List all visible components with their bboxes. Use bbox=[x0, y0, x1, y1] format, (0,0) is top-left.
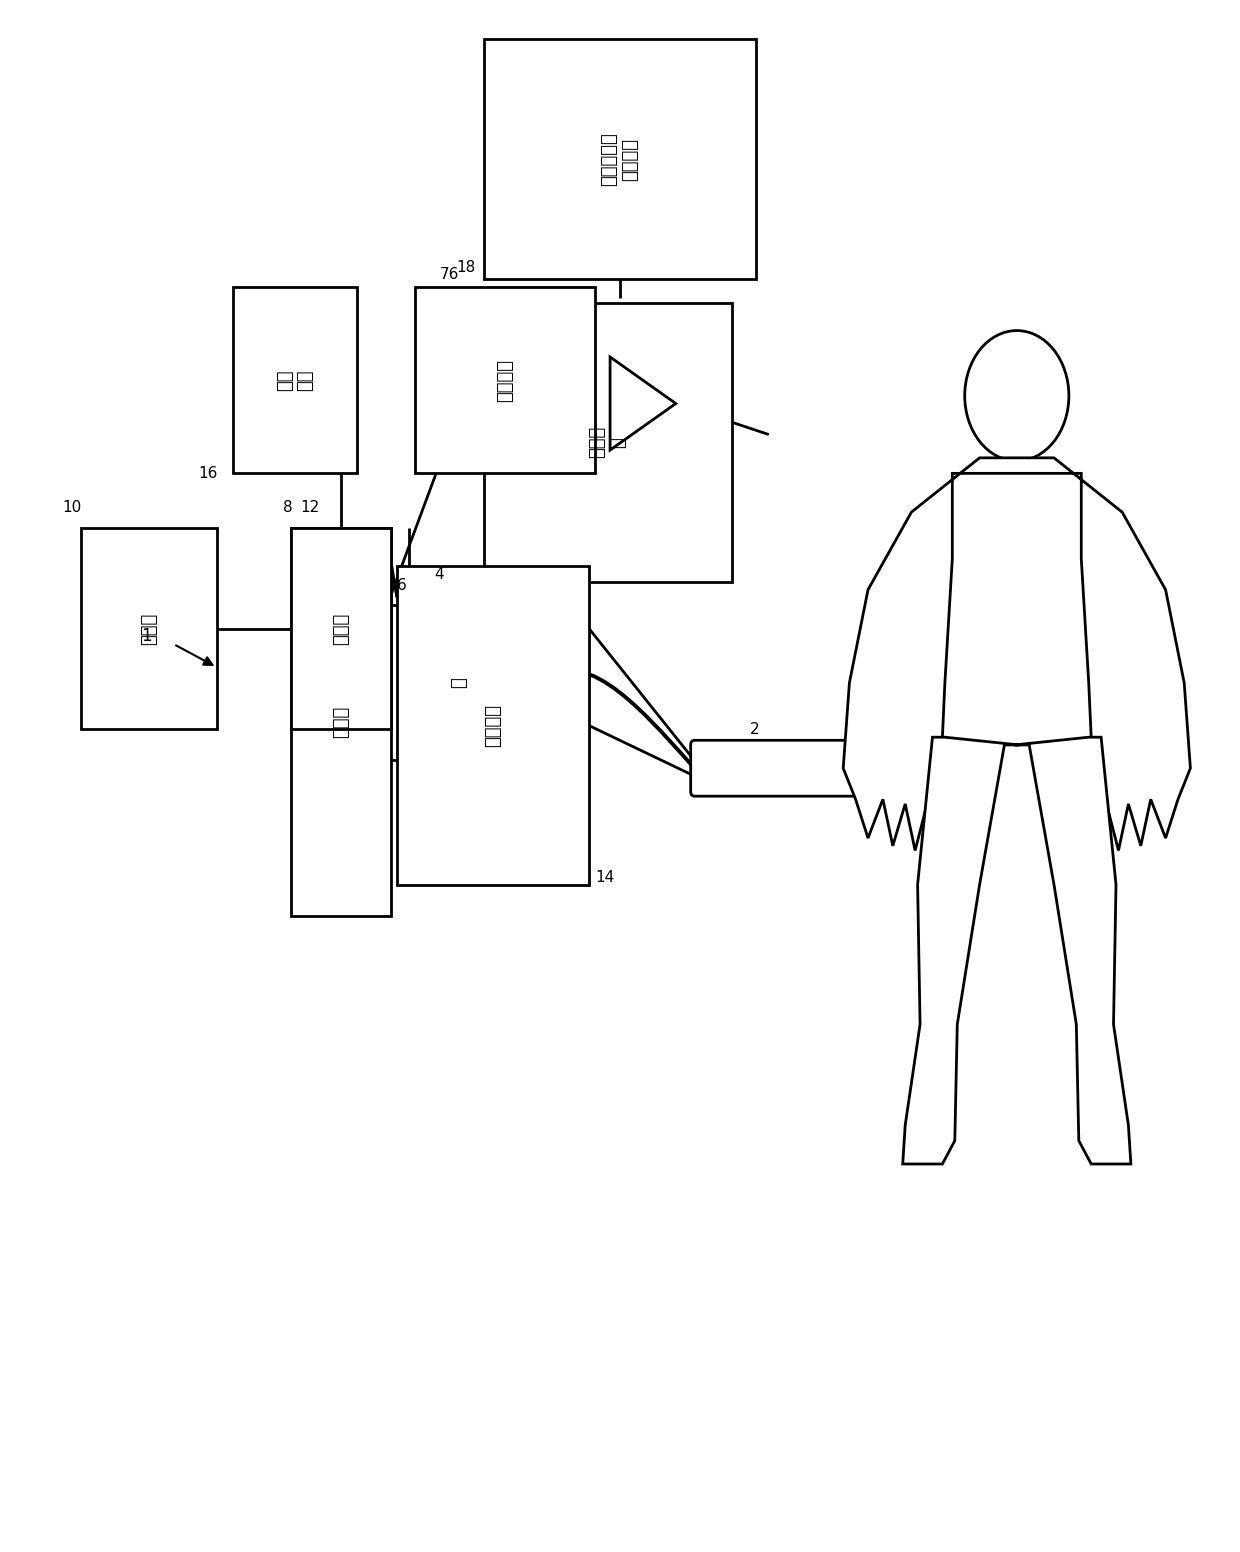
FancyBboxPatch shape bbox=[81, 528, 217, 729]
Text: 10: 10 bbox=[62, 500, 82, 515]
Text: 控制器: 控制器 bbox=[332, 613, 350, 644]
Polygon shape bbox=[903, 737, 1019, 1164]
Text: 14: 14 bbox=[595, 869, 615, 885]
Polygon shape bbox=[843, 458, 1190, 850]
Text: 发生器: 发生器 bbox=[332, 706, 350, 737]
Text: 76: 76 bbox=[440, 267, 460, 282]
Text: 显示器: 显示器 bbox=[140, 613, 157, 644]
Text: 温度控制器
（可选）: 温度控制器 （可选） bbox=[600, 132, 640, 186]
FancyBboxPatch shape bbox=[397, 566, 589, 885]
FancyBboxPatch shape bbox=[384, 605, 533, 760]
Text: 泵: 泵 bbox=[450, 678, 467, 688]
FancyBboxPatch shape bbox=[233, 287, 357, 473]
Text: 6: 6 bbox=[397, 577, 407, 593]
Text: 1: 1 bbox=[141, 627, 151, 646]
FancyBboxPatch shape bbox=[691, 740, 859, 796]
Text: 12: 12 bbox=[300, 500, 320, 515]
Text: 灌注液
源: 灌注液 源 bbox=[588, 427, 627, 458]
Text: 配电单元: 配电单元 bbox=[484, 705, 502, 747]
FancyBboxPatch shape bbox=[415, 287, 595, 473]
Circle shape bbox=[965, 331, 1069, 461]
Text: 2: 2 bbox=[750, 722, 760, 737]
Text: 成像装置: 成像装置 bbox=[496, 359, 515, 402]
Text: 16: 16 bbox=[198, 466, 218, 481]
Text: 4: 4 bbox=[434, 566, 444, 582]
FancyBboxPatch shape bbox=[484, 303, 732, 582]
FancyBboxPatch shape bbox=[484, 39, 756, 279]
FancyBboxPatch shape bbox=[291, 528, 391, 729]
Polygon shape bbox=[1014, 737, 1131, 1164]
Text: 18: 18 bbox=[456, 259, 476, 275]
FancyBboxPatch shape bbox=[291, 528, 391, 916]
Text: 输入
装置: 输入 装置 bbox=[275, 369, 315, 391]
Text: 8: 8 bbox=[283, 500, 293, 515]
